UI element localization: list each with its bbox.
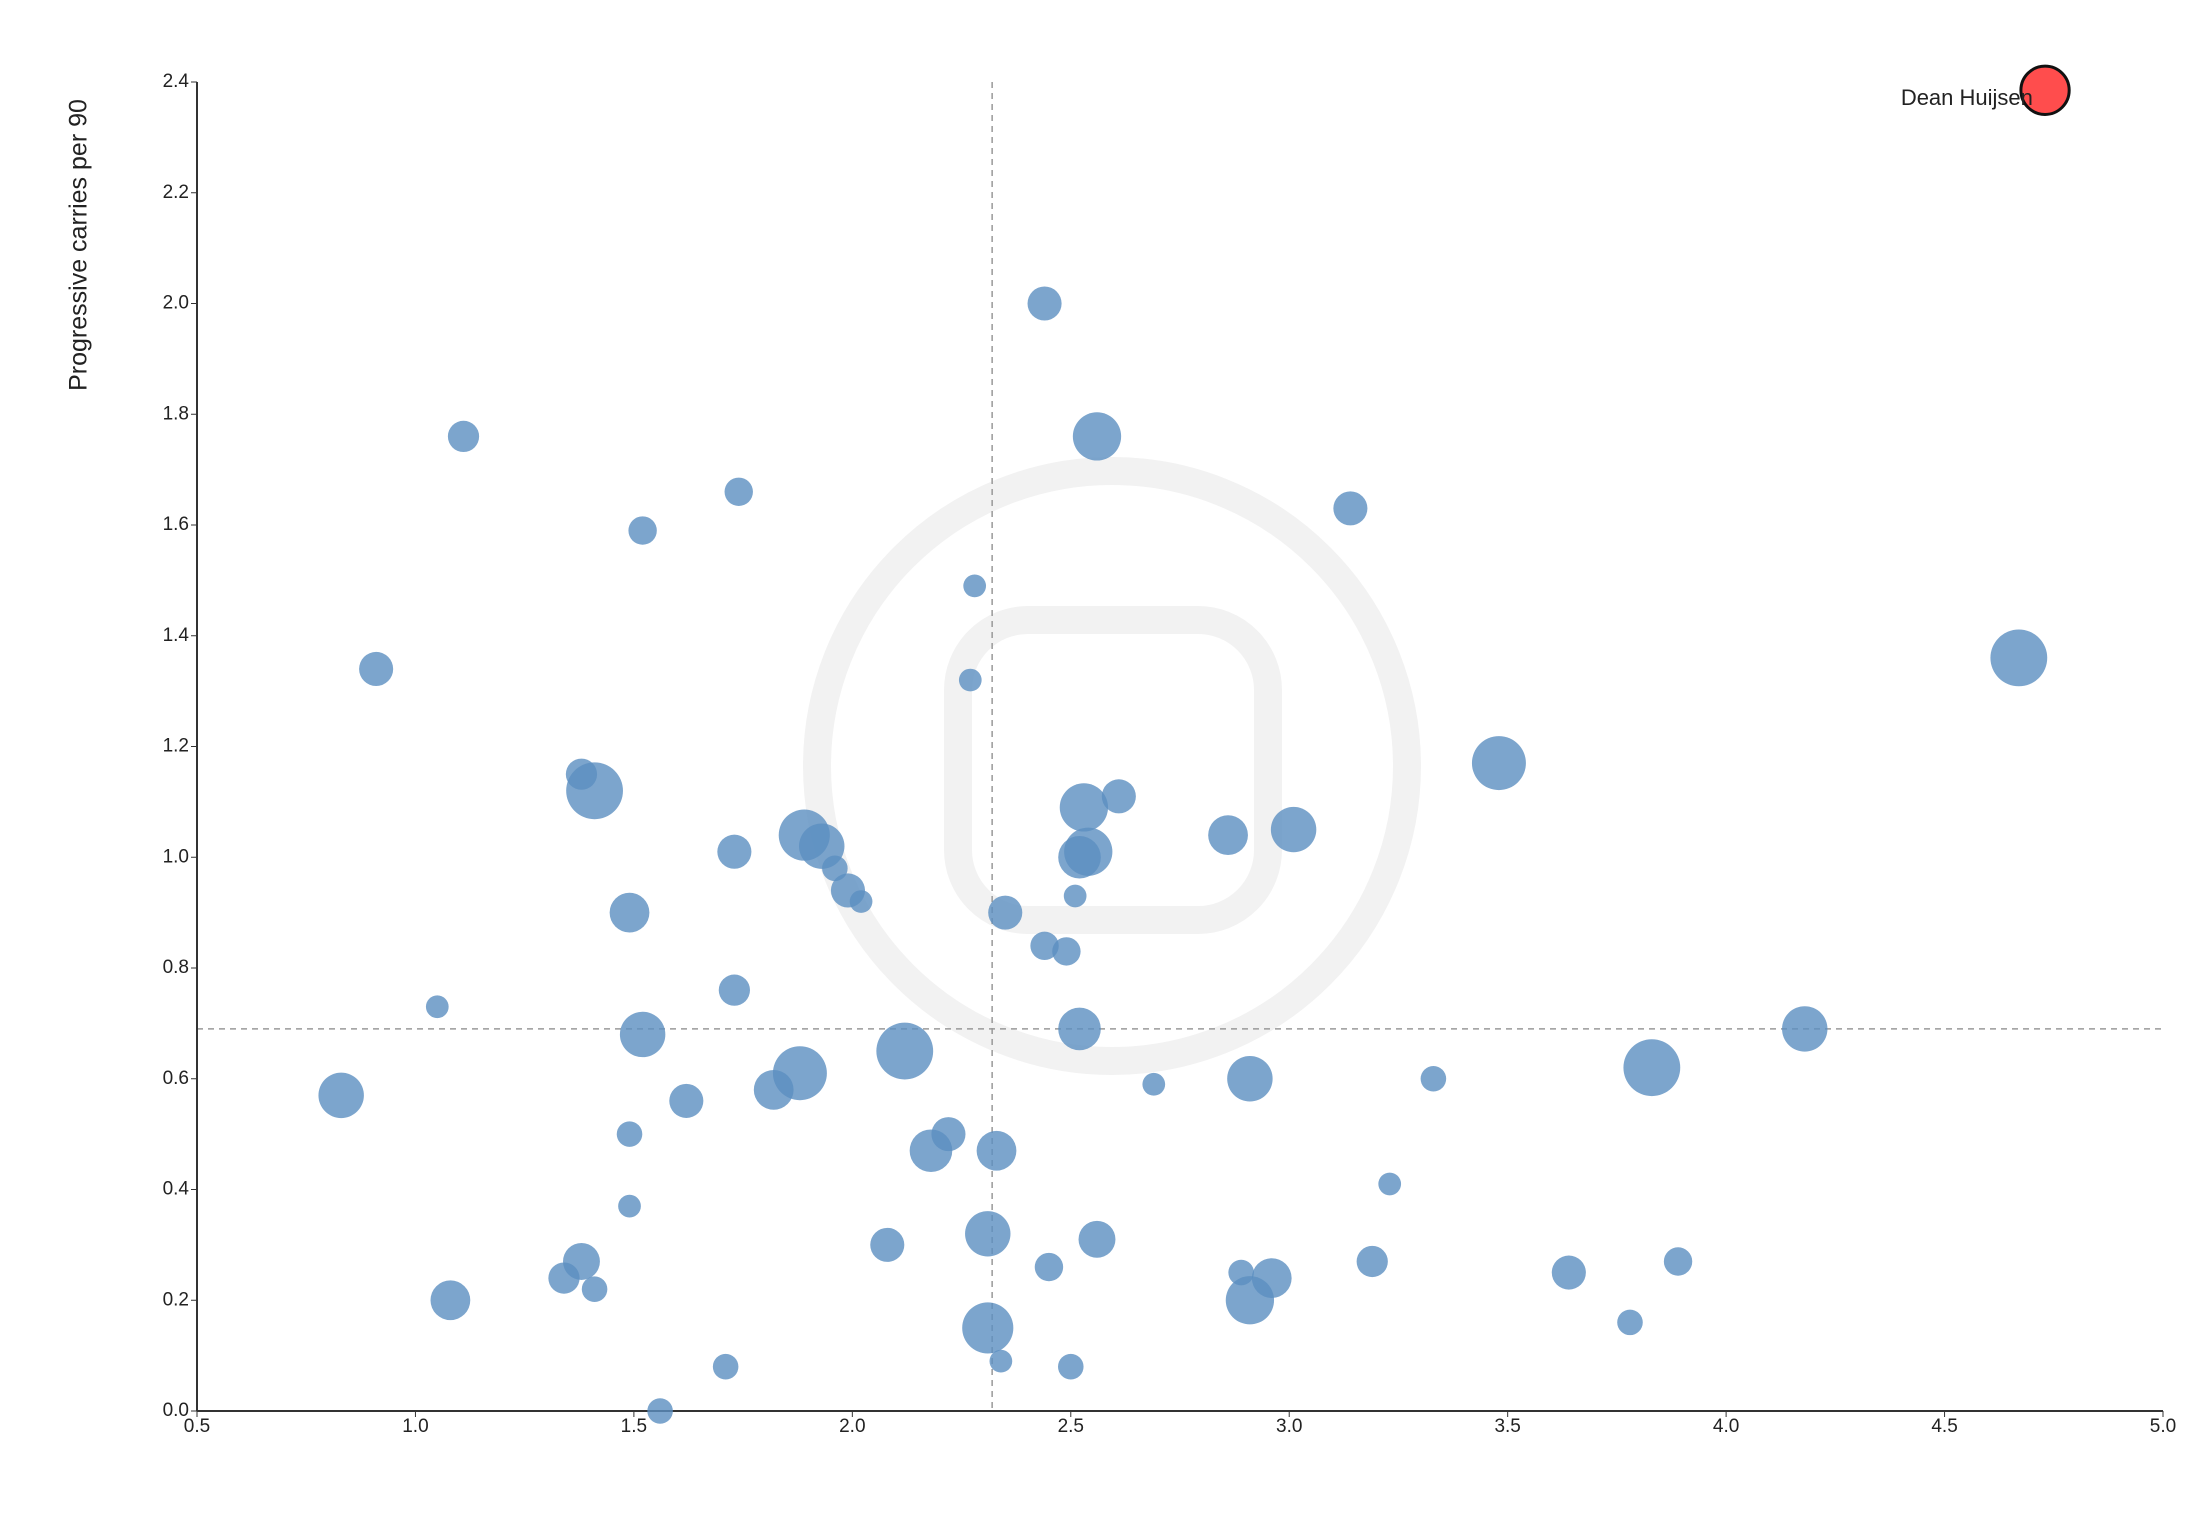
bubble: [1072, 412, 1122, 461]
bubble: [616, 1121, 643, 1147]
y-tick-label: 0.0: [163, 1400, 189, 1421]
bubble: [619, 1011, 666, 1058]
y-tick-label: 2.0: [163, 293, 189, 314]
bubble: [1063, 884, 1087, 908]
y-tick-label: 1.2: [163, 736, 189, 757]
bubble: [628, 516, 657, 545]
bubble: [1623, 1039, 1681, 1097]
x-tick-label: 2.0: [839, 1416, 865, 1437]
bubble: [548, 1262, 580, 1294]
bubble: [609, 892, 650, 933]
y-tick-label: 0.4: [163, 1179, 190, 1200]
bubble: [1663, 1247, 1693, 1276]
bubble: [753, 1069, 794, 1110]
bubble: [1471, 736, 1526, 791]
bubble: [618, 1194, 641, 1218]
bubble: [359, 651, 394, 687]
bubble: [318, 1072, 364, 1119]
bubble: [989, 1349, 1013, 1373]
bubble: [965, 1211, 1011, 1257]
watermark: [803, 457, 1421, 1075]
y-tick-label: 0.2: [163, 1289, 189, 1310]
bubble: [1030, 931, 1059, 961]
highlight-label: Dean Huijsen: [1901, 85, 2033, 110]
bubble: [962, 1302, 1014, 1354]
bubble: [581, 1276, 608, 1302]
bubble: [1058, 1007, 1101, 1051]
x-tick-label: 1.5: [621, 1416, 647, 1437]
bubble: [1227, 1056, 1273, 1102]
bubble: [647, 1398, 673, 1424]
bubble: [1333, 491, 1368, 526]
bubble: [447, 420, 480, 453]
bubble: [566, 762, 623, 820]
bubble: [425, 995, 449, 1019]
bubble: [1208, 815, 1248, 855]
x-tick-label: 2.5: [1058, 1416, 1084, 1437]
bubble: [1270, 806, 1317, 853]
bubble: [958, 668, 982, 692]
x-tick-label: 3.5: [1494, 1416, 1520, 1437]
y-tick-label: 0.8: [163, 957, 189, 978]
bubble: [712, 1353, 739, 1380]
y-tick-label: 1.4: [163, 625, 190, 646]
bubble: [909, 1129, 953, 1173]
bubble: [1142, 1072, 1166, 1096]
x-tick-label: 4.5: [1931, 1416, 1957, 1437]
bubble: [849, 890, 873, 913]
highlight-point: [2019, 64, 2071, 116]
bubble: [1378, 1172, 1402, 1196]
bubble: [1052, 937, 1081, 966]
y-tick-label: 1.6: [163, 514, 189, 535]
y-tick-label: 0.6: [163, 1068, 189, 1089]
bubble: [1059, 783, 1109, 832]
bubble: [1058, 835, 1101, 879]
bubble: [718, 974, 750, 1006]
bubble: [1034, 1252, 1064, 1282]
x-tick-label: 4.0: [1713, 1416, 1739, 1437]
x-tick-label: 3.0: [1276, 1416, 1302, 1437]
bubble: [1101, 779, 1136, 814]
bubble: [430, 1280, 471, 1321]
bubble: [1551, 1255, 1586, 1290]
x-tick-label: 0.5: [184, 1416, 210, 1437]
x-tick-label: 5.0: [2150, 1416, 2176, 1437]
bubble: [1356, 1245, 1388, 1278]
y-axis-label: Progressive carries per 90: [65, 99, 93, 391]
bubble: [988, 895, 1023, 930]
bubble: [1420, 1065, 1447, 1092]
bubble: [1782, 1006, 1828, 1052]
bubble: [870, 1227, 905, 1262]
bubble: [1078, 1220, 1116, 1258]
bubble: [876, 1022, 934, 1080]
y-tick-label: 2.4: [163, 71, 190, 92]
x-tick-label: 1.0: [402, 1416, 428, 1437]
y-tick-label: 2.2: [163, 182, 189, 203]
bubble: [976, 1130, 1017, 1171]
bubble: [1057, 1353, 1084, 1380]
y-tick-label: 1.8: [163, 403, 189, 424]
bubble: [717, 834, 752, 869]
y-tick-label: 1.0: [163, 846, 189, 867]
bubble: [963, 574, 987, 598]
bubble: [1990, 629, 2048, 687]
bubble: [1617, 1309, 1643, 1336]
bubble: [1027, 286, 1062, 321]
bubble: [1225, 1276, 1275, 1325]
bubble: [669, 1083, 704, 1118]
bubble: [724, 477, 753, 506]
bubble: [822, 855, 848, 882]
